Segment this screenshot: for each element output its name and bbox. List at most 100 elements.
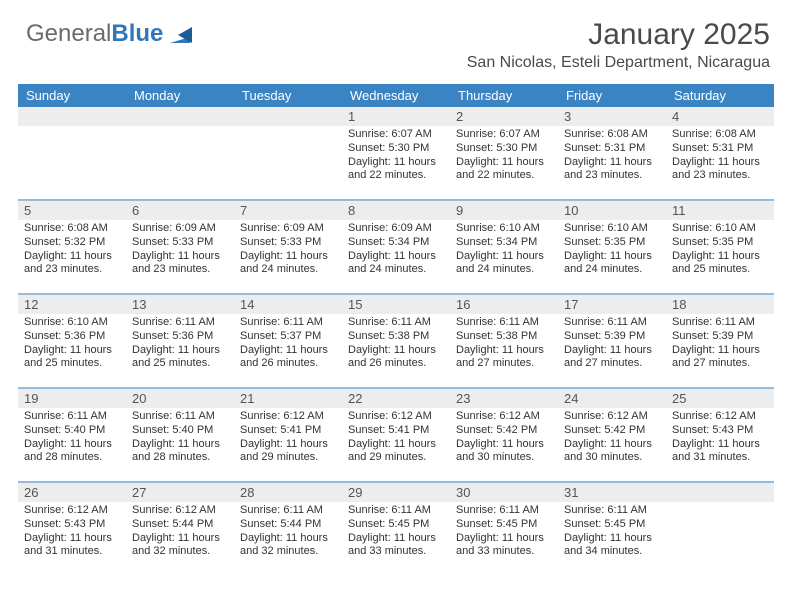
day-detail-line: Sunset: 5:41 PM bbox=[348, 424, 444, 438]
day-detail-line: Sunrise: 6:11 AM bbox=[24, 410, 120, 424]
day-number: 2 bbox=[456, 109, 552, 124]
day-detail-line: Sunrise: 6:12 AM bbox=[672, 410, 768, 424]
day-detail-line: and 27 minutes. bbox=[564, 357, 660, 371]
day-number-row: 7 bbox=[234, 201, 342, 220]
day-detail-line: Sunrise: 6:10 AM bbox=[456, 222, 552, 236]
day-detail-line: and 24 minutes. bbox=[240, 263, 336, 277]
day-detail-line: Daylight: 11 hours bbox=[240, 532, 336, 546]
day-number: 9 bbox=[456, 203, 552, 218]
day-cell: 8Sunrise: 6:09 AMSunset: 5:34 PMDaylight… bbox=[342, 201, 450, 293]
day-detail-line: Daylight: 11 hours bbox=[240, 344, 336, 358]
day-detail-line: Sunset: 5:42 PM bbox=[564, 424, 660, 438]
day-detail-line: Sunrise: 6:11 AM bbox=[132, 316, 228, 330]
day-detail-line: Daylight: 11 hours bbox=[456, 532, 552, 546]
day-number: 25 bbox=[672, 391, 768, 406]
week-row: 1Sunrise: 6:07 AMSunset: 5:30 PMDaylight… bbox=[18, 107, 774, 199]
day-detail-line: and 22 minutes. bbox=[348, 169, 444, 183]
day-detail-line: Sunrise: 6:07 AM bbox=[456, 128, 552, 142]
day-cell: 24Sunrise: 6:12 AMSunset: 5:42 PMDayligh… bbox=[558, 389, 666, 481]
day-number-row: 27 bbox=[126, 483, 234, 502]
day-detail-line: Sunset: 5:44 PM bbox=[240, 518, 336, 532]
day-detail-line: Sunset: 5:36 PM bbox=[132, 330, 228, 344]
day-detail-line: Sunrise: 6:11 AM bbox=[564, 316, 660, 330]
day-detail-line: Sunrise: 6:12 AM bbox=[240, 410, 336, 424]
day-detail-line: Sunset: 5:42 PM bbox=[456, 424, 552, 438]
calendar: Sunday Monday Tuesday Wednesday Thursday… bbox=[18, 84, 774, 575]
day-number-row: 6 bbox=[126, 201, 234, 220]
day-number: 8 bbox=[348, 203, 444, 218]
day-cell: 4Sunrise: 6:08 AMSunset: 5:31 PMDaylight… bbox=[666, 107, 774, 199]
day-cell: 26 Sunrise: 6:12 AMSunset: 5:43 PMDayligh… bbox=[18, 483, 126, 575]
day-detail-line: Sunset: 5:35 PM bbox=[564, 236, 660, 250]
day-detail-line: Daylight: 11 hours bbox=[24, 250, 120, 264]
day-detail-line: and 30 minutes. bbox=[564, 451, 660, 465]
day-cell: 7Sunrise: 6:09 AMSunset: 5:33 PMDaylight… bbox=[234, 201, 342, 293]
day-detail-line: Sunrise: 6:12 AM bbox=[132, 504, 228, 518]
day-cell: 31Sunrise: 6:11 AMSunset: 5:45 PMDayligh… bbox=[558, 483, 666, 575]
day-detail-line: Daylight: 11 hours bbox=[24, 344, 120, 358]
week-separator bbox=[18, 387, 774, 389]
weekday-header-row: Sunday Monday Tuesday Wednesday Thursday… bbox=[18, 84, 774, 107]
day-detail-line: and 23 minutes. bbox=[672, 169, 768, 183]
day-number-row: 29 bbox=[342, 483, 450, 502]
day-number: 11 bbox=[672, 203, 768, 218]
day-number: 1 bbox=[348, 109, 444, 124]
day-cell bbox=[666, 483, 774, 575]
brand-part1: General bbox=[26, 20, 111, 47]
day-cell: 3Sunrise: 6:08 AMSunset: 5:31 PMDaylight… bbox=[558, 107, 666, 199]
day-detail-line: Sunset: 5:34 PM bbox=[348, 236, 444, 250]
day-cell: 1Sunrise: 6:07 AMSunset: 5:30 PMDaylight… bbox=[342, 107, 450, 199]
day-cell: 28Sunrise: 6:11 AMSunset: 5:44 PMDayligh… bbox=[234, 483, 342, 575]
day-number-row: 14 bbox=[234, 295, 342, 314]
day-detail-line: and 30 minutes. bbox=[456, 451, 552, 465]
day-detail-line: Sunrise: 6:08 AM bbox=[672, 128, 768, 142]
day-number-row: 26 bbox=[18, 483, 126, 502]
day-number: 7 bbox=[240, 203, 336, 218]
day-detail-line: Sunrise: 6:07 AM bbox=[348, 128, 444, 142]
day-number: 5 bbox=[24, 203, 120, 218]
weekday-header: Sunday bbox=[18, 84, 126, 107]
brand-part2: Blue bbox=[111, 20, 163, 47]
day-detail-line: Sunset: 5:33 PM bbox=[240, 236, 336, 250]
day-detail-line: and 24 minutes. bbox=[456, 263, 552, 277]
day-number-row: 31 bbox=[558, 483, 666, 502]
day-detail-line: Sunset: 5:45 PM bbox=[456, 518, 552, 532]
day-detail-line: Sunrise: 6:12 AM bbox=[24, 504, 120, 518]
day-detail-line: Daylight: 11 hours bbox=[132, 438, 228, 452]
day-detail-line: Sunrise: 6:11 AM bbox=[348, 316, 444, 330]
day-detail-line: Daylight: 11 hours bbox=[132, 532, 228, 546]
day-number: 4 bbox=[672, 109, 768, 124]
day-cell: 6Sunrise: 6:09 AMSunset: 5:33 PMDaylight… bbox=[126, 201, 234, 293]
day-cell: 22Sunrise: 6:12 AMSunset: 5:41 PMDayligh… bbox=[342, 389, 450, 481]
day-cell bbox=[126, 107, 234, 199]
day-cell: 14Sunrise: 6:11 AMSunset: 5:37 PMDayligh… bbox=[234, 295, 342, 387]
day-number-row: 19 bbox=[18, 389, 126, 408]
day-detail-line: and 24 minutes. bbox=[348, 263, 444, 277]
day-number-row bbox=[18, 107, 126, 126]
day-detail-line: Sunset: 5:37 PM bbox=[240, 330, 336, 344]
day-number: 6 bbox=[132, 203, 228, 218]
day-number: 12 bbox=[24, 297, 120, 312]
weekday-header: Monday bbox=[126, 84, 234, 107]
day-number-row: 2 bbox=[450, 107, 558, 126]
day-cell: 29Sunrise: 6:11 AMSunset: 5:45 PMDayligh… bbox=[342, 483, 450, 575]
day-cell: 12Sunrise: 6:10 AMSunset: 5:36 PMDayligh… bbox=[18, 295, 126, 387]
day-number-row: 5 bbox=[18, 201, 126, 220]
day-detail-line: Sunrise: 6:12 AM bbox=[564, 410, 660, 424]
day-detail-line: Daylight: 11 hours bbox=[24, 532, 120, 546]
day-cell: 16Sunrise: 6:11 AMSunset: 5:38 PMDayligh… bbox=[450, 295, 558, 387]
day-number: 15 bbox=[348, 297, 444, 312]
day-detail-line: Sunset: 5:33 PM bbox=[132, 236, 228, 250]
day-detail-line: Sunset: 5:39 PM bbox=[564, 330, 660, 344]
day-number bbox=[24, 109, 120, 124]
day-number-row: 25 bbox=[666, 389, 774, 408]
day-detail-line: Sunrise: 6:08 AM bbox=[564, 128, 660, 142]
day-detail-line: Daylight: 11 hours bbox=[456, 156, 552, 170]
day-number: 13 bbox=[132, 297, 228, 312]
day-detail-line: Sunset: 5:30 PM bbox=[456, 142, 552, 156]
day-number: 21 bbox=[240, 391, 336, 406]
day-detail-line: Sunset: 5:43 PM bbox=[24, 518, 120, 532]
day-detail-line: and 22 minutes. bbox=[456, 169, 552, 183]
day-detail-line: Daylight: 11 hours bbox=[348, 532, 444, 546]
day-cell: 18Sunrise: 6:11 AMSunset: 5:39 PMDayligh… bbox=[666, 295, 774, 387]
